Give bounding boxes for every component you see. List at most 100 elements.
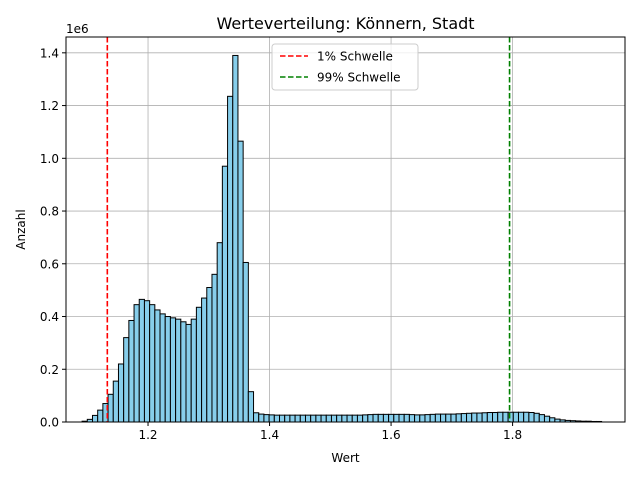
histogram-bar — [294, 414, 301, 423]
histogram-bar — [253, 412, 260, 423]
y-tick-label: 0.2 — [40, 363, 59, 377]
histogram-bar — [211, 273, 218, 423]
histogram-bar — [320, 414, 327, 423]
histogram-bar — [289, 414, 296, 423]
histogram-bar — [268, 414, 275, 423]
histogram-bar — [242, 261, 249, 423]
histogram-bar — [284, 414, 291, 423]
histogram-bar — [419, 414, 426, 423]
y-offset-label: 1e6 — [66, 22, 89, 36]
histogram-bar — [91, 414, 99, 423]
histogram-bar — [517, 411, 525, 423]
histogram-bar — [299, 414, 306, 423]
histogram-bar — [492, 412, 499, 423]
histogram-bar — [351, 414, 358, 423]
y-tick-label: 1.2 — [40, 99, 59, 113]
x-tick-label: 1.6 — [382, 428, 401, 442]
histogram-bar — [362, 414, 369, 423]
histogram-bar — [471, 412, 478, 423]
histogram-bar — [159, 313, 166, 423]
legend: 1% Schwelle 99% Schwelle — [271, 43, 419, 91]
histogram-bar — [169, 317, 177, 423]
histogram-bar — [356, 414, 364, 423]
histogram-bar — [315, 414, 322, 423]
legend-label-99pct: 99% Schwelle — [317, 71, 401, 85]
histogram-bar — [117, 363, 125, 423]
histogram-bar — [154, 309, 161, 423]
histogram-bar — [460, 413, 468, 423]
y-tick-label: 1.4 — [40, 46, 59, 60]
histogram-bar — [143, 300, 151, 423]
histogram-bar — [336, 414, 343, 423]
histogram-bar — [533, 412, 540, 423]
y-axis-ticks: 0.0 0.2 0.4 0.6 0.8 1.0 1.2 1.4 — [40, 46, 66, 430]
histogram-bar — [128, 319, 135, 423]
y-axis-label: Anzahl — [14, 209, 28, 249]
x-tick-label: 1.8 — [503, 428, 522, 442]
histogram-bar — [434, 413, 442, 423]
histogram-bar — [424, 414, 431, 423]
histogram-bar — [263, 414, 270, 423]
threshold-lines — [106, 37, 511, 422]
histogram-bar — [466, 412, 473, 423]
histogram-bar — [232, 54, 239, 423]
histogram-bar — [175, 318, 182, 423]
histogram-bar — [403, 413, 410, 423]
histogram-bar — [273, 414, 281, 423]
x-axis-label: Wert — [331, 451, 359, 465]
histogram-bar — [414, 414, 421, 423]
histogram-bar — [398, 413, 405, 423]
histogram-bar — [440, 413, 447, 423]
histogram-bar — [107, 393, 114, 423]
histogram-bar — [206, 287, 213, 423]
histogram-bar — [429, 413, 436, 423]
y-tick-label: 0.0 — [40, 416, 59, 430]
histogram-bar — [393, 413, 400, 423]
histogram-bar — [549, 417, 556, 423]
histogram-bar — [382, 413, 390, 423]
histogram-bar — [497, 411, 504, 423]
histogram-bar — [133, 304, 140, 423]
histogram-bar — [97, 409, 104, 423]
histogram-bar — [325, 414, 332, 423]
histogram-bar — [502, 411, 509, 423]
histogram-bar — [149, 304, 156, 423]
plot-frame — [65, 36, 626, 423]
histogram-bar — [112, 380, 119, 423]
histogram-bar — [341, 414, 348, 423]
histogram-bar — [195, 306, 203, 423]
histogram-bar — [279, 414, 286, 423]
histogram-bars — [81, 54, 603, 423]
histogram-bar — [372, 413, 379, 423]
legend-box — [271, 43, 419, 91]
histogram-bar — [310, 414, 317, 423]
histogram-bar — [185, 323, 192, 423]
y-tick-label: 1.0 — [40, 152, 59, 166]
chart-title: Werteverteilung: Könnern, Stadt — [216, 14, 474, 33]
y-tick-label: 0.6 — [40, 257, 59, 271]
histogram-bar — [543, 415, 551, 423]
histogram-bar — [476, 412, 483, 423]
histogram-bar — [227, 95, 234, 423]
x-axis-ticks: 1.2 1.4 1.6 1.8 — [138, 422, 522, 442]
histogram-bar — [523, 411, 530, 423]
histogram-bar — [330, 414, 338, 423]
y-tick-label: 0.8 — [40, 205, 59, 219]
y-tick-label: 0.4 — [40, 310, 59, 324]
histogram-bar — [123, 337, 130, 423]
x-tick-label: 1.4 — [260, 428, 279, 442]
histogram-bar — [258, 413, 265, 423]
histogram-bar — [486, 412, 494, 423]
histogram-bar — [538, 414, 545, 423]
histogram-bar — [512, 411, 519, 423]
histogram-bar — [247, 391, 255, 423]
histogram-bar — [377, 413, 384, 423]
histogram-bar — [216, 242, 223, 423]
histogram-bar — [346, 414, 353, 423]
histogram-bar — [201, 297, 208, 423]
histogram-bar — [408, 414, 416, 423]
histogram-bar — [190, 318, 197, 423]
histogram-bar — [367, 414, 374, 423]
histogram-bar — [138, 298, 145, 423]
